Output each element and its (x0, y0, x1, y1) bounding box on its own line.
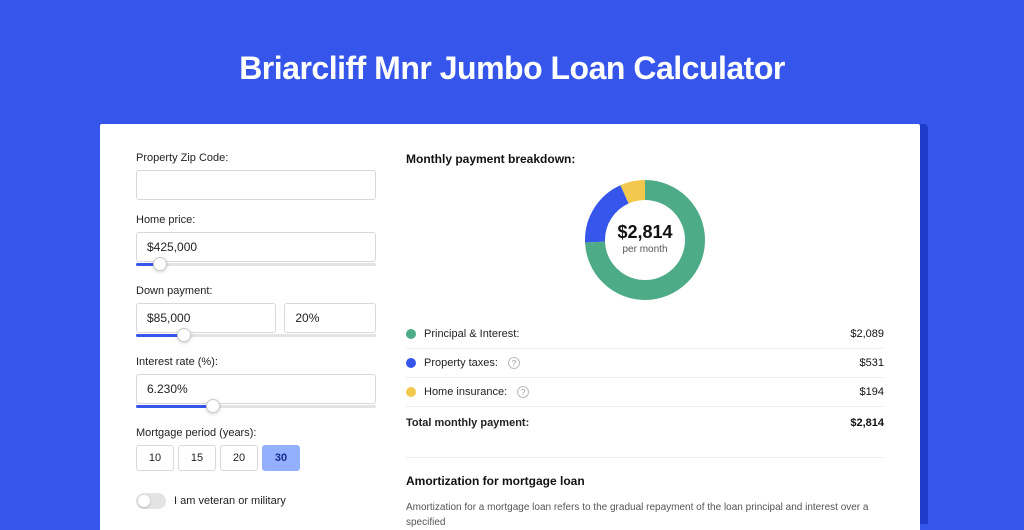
legend-label: Home insurance: (424, 386, 507, 398)
legend-value: $531 (860, 357, 884, 369)
total-value: $2,814 (850, 417, 884, 429)
info-icon[interactable]: ? (517, 386, 529, 398)
period-button-15[interactable]: 15 (178, 445, 216, 471)
veteran-toggle[interactable] (136, 493, 166, 509)
amortization-section: Amortization for mortgage loan Amortizat… (406, 457, 884, 530)
period-label: Mortgage period (years): (136, 427, 376, 439)
donut-value: $2,814 (617, 222, 672, 242)
period-button-30[interactable]: 30 (262, 445, 300, 471)
donut-sublabel: per month (622, 244, 667, 255)
inputs-panel: Property Zip Code: Home price: Down paym… (136, 152, 376, 530)
interest-field: Interest rate (%): (136, 356, 376, 413)
legend-row: Home insurance:? $194 (406, 378, 884, 407)
legend-label: Property taxes: (424, 357, 498, 369)
zip-input[interactable] (136, 170, 376, 200)
down-payment-field: Down payment: (136, 285, 376, 342)
legend-value: $194 (860, 386, 884, 398)
total-label: Total monthly payment: (406, 417, 529, 429)
down-payment-label: Down payment: (136, 285, 376, 297)
calculator-card: Property Zip Code: Home price: Down paym… (100, 124, 920, 530)
interest-slider[interactable] (136, 403, 376, 413)
donut-chart: $2,814 per month (406, 180, 884, 300)
page-title: Briarcliff Mnr Jumbo Loan Calculator (0, 50, 1024, 87)
legend-dot (406, 358, 416, 368)
breakdown-title: Monthly payment breakdown: (406, 152, 884, 166)
legend-label: Principal & Interest: (424, 328, 519, 340)
legend-dot (406, 329, 416, 339)
down-payment-amount-input[interactable] (136, 303, 276, 333)
down-payment-slider[interactable] (136, 332, 376, 342)
total-row: Total monthly payment: $2,814 (406, 407, 884, 437)
info-icon[interactable]: ? (508, 357, 520, 369)
amortization-text: Amortization for a mortgage loan refers … (406, 500, 884, 530)
home-price-field: Home price: (136, 214, 376, 271)
amortization-title: Amortization for mortgage loan (406, 474, 884, 488)
period-button-20[interactable]: 20 (220, 445, 258, 471)
zip-label: Property Zip Code: (136, 152, 376, 164)
legend-dot (406, 387, 416, 397)
interest-input[interactable] (136, 374, 376, 404)
down-payment-percent-input[interactable] (284, 303, 376, 333)
period-field: Mortgage period (years): 10152030 (136, 427, 376, 471)
breakdown-panel: Monthly payment breakdown: $2,814 per mo… (406, 152, 884, 530)
zip-field: Property Zip Code: (136, 152, 376, 200)
legend-value: $2,089 (850, 328, 884, 340)
period-button-10[interactable]: 10 (136, 445, 174, 471)
legend-row: Property taxes:? $531 (406, 349, 884, 378)
veteran-row: I am veteran or military (136, 493, 376, 509)
legend-row: Principal & Interest: $2,089 (406, 320, 884, 349)
interest-label: Interest rate (%): (136, 356, 376, 368)
home-price-input[interactable] (136, 232, 376, 262)
home-price-label: Home price: (136, 214, 376, 226)
home-price-slider[interactable] (136, 261, 376, 271)
veteran-label: I am veteran or military (174, 495, 286, 507)
